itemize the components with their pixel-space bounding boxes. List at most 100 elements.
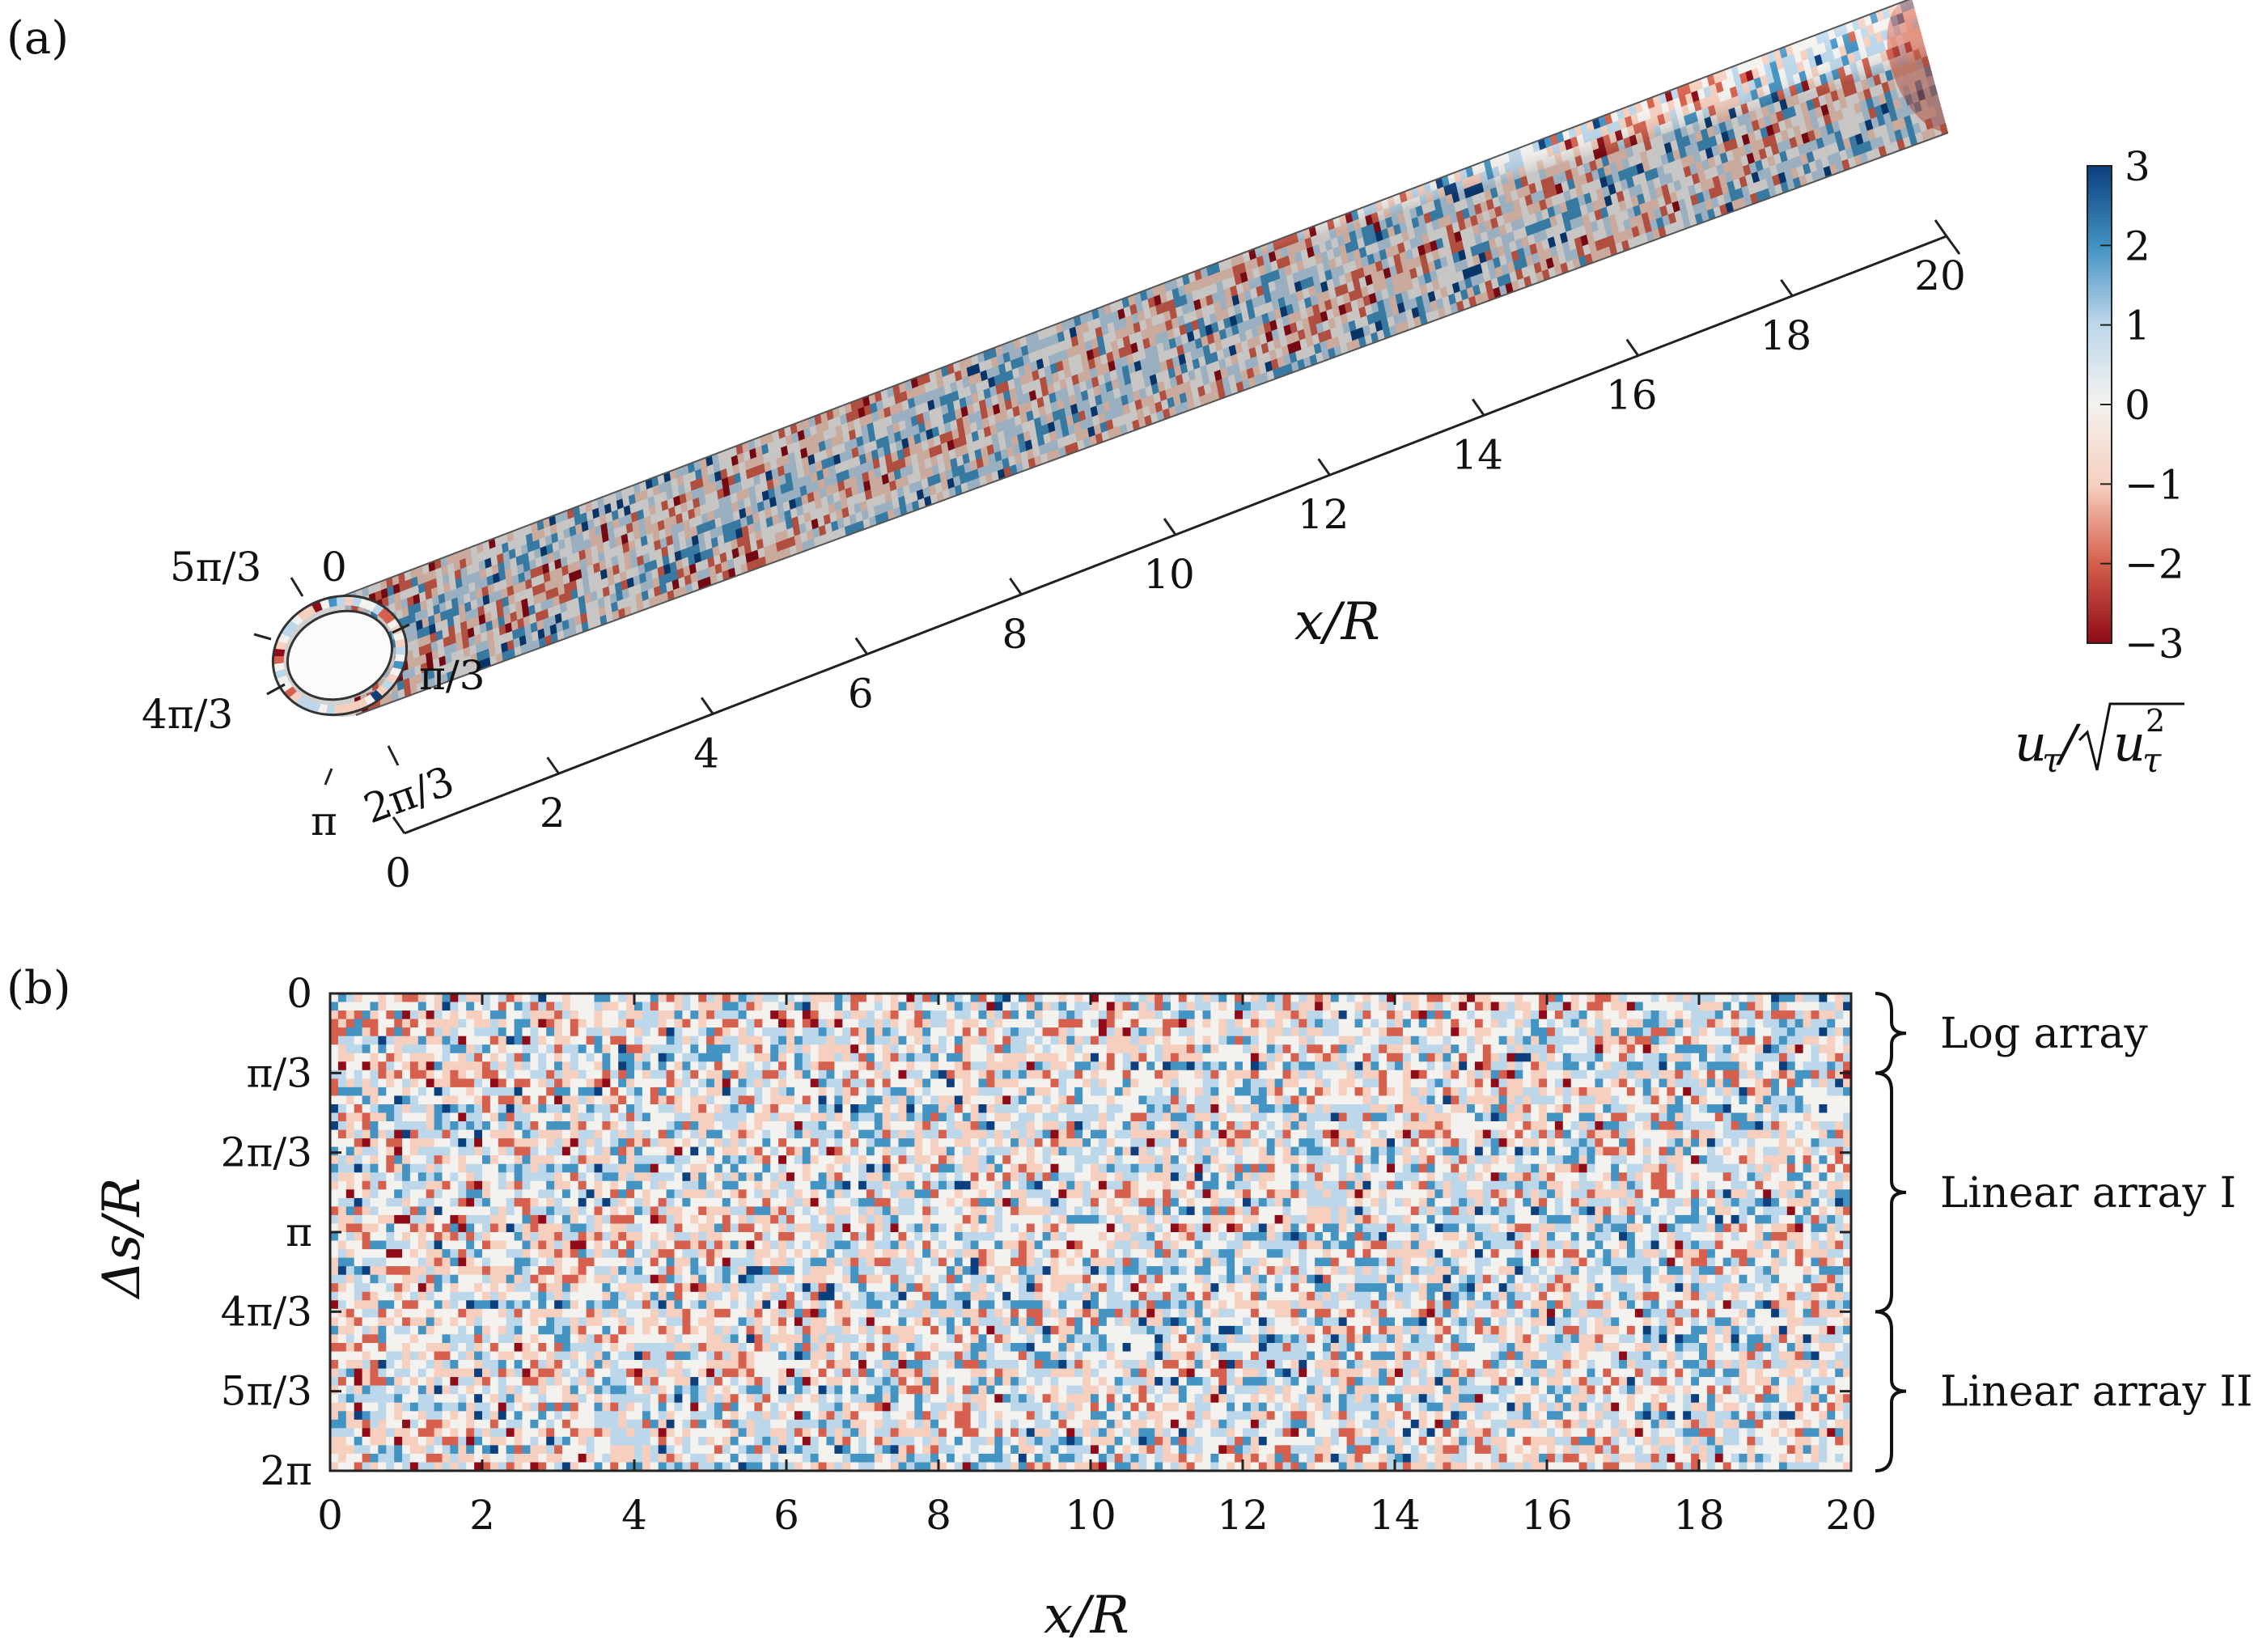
heatmap-cell [578,1019,587,1028]
heatmap-cell [1706,1036,1716,1045]
heatmap-cell [1763,1010,1772,1020]
heatmap-cell [770,1002,779,1011]
heatmap-cell [1026,993,1036,1003]
heatmap-cell [1042,1002,1052,1011]
heatmap-cell [690,1036,699,1045]
heatmap-cell [746,1019,756,1028]
heatmap-cell [1474,1019,1484,1028]
heatmap-cell [1290,993,1300,1003]
azimuth-label-0: 0 [321,544,347,591]
heatmap-cell [570,1010,579,1020]
heatmap-cell [458,1044,467,1054]
heatmap-cell [1490,1002,1500,1011]
heatmap-cell [1083,1036,1091,1045]
heatmap-cell [1714,1036,1724,1045]
heatmap-cell [1763,1027,1772,1037]
panel-a-x-tick-label: 16 [1606,372,1658,419]
heatmap-cell [970,1019,980,1028]
heatmap-cell [546,1019,555,1028]
heatmap-cell [1410,1019,1420,1028]
heatmap-cell [506,1002,515,1011]
heatmap-cell [514,1002,523,1011]
heatmap-cell [482,1010,491,1020]
heatmap-cell [498,1027,507,1037]
heatmap-cell [962,1010,972,1020]
heatmap-cell [1218,1010,1227,1020]
heatmap-cell [634,1010,643,1020]
azimuth-label-4pi-3: 4π/3 [142,691,233,738]
heatmap-cell [1307,1010,1316,1020]
heatmap-cell [674,1002,684,1011]
heatmap-cell [1634,1002,1644,1011]
heatmap-cell [546,993,555,1003]
heatmap-cell [1434,1019,1444,1028]
heatmap-cell [1667,1010,1676,1020]
heatmap-cell [922,993,931,1003]
heatmap-cell [530,1010,540,1020]
heatmap-cell [866,1044,875,1054]
heatmap-cell [1235,993,1244,1003]
heatmap-cell [1619,1036,1628,1045]
heatmap-cell [1258,1002,1268,1011]
heatmap-cell [1811,1019,1820,1028]
heatmap-cell [1202,1027,1212,1037]
heatmap-cell [1243,1019,1252,1028]
heatmap-cell [1379,1036,1388,1045]
heatmap-cell [1570,993,1580,1003]
heatmap-cell [362,1019,371,1028]
heatmap-cell [394,1019,403,1028]
heatmap-cell [730,1010,739,1020]
heatmap-cell [970,1036,980,1045]
heatmap-cell [1786,1027,1796,1037]
heatmap-cell [489,993,499,1003]
heatmap-cell [786,1019,795,1028]
heatmap-cell [818,1036,828,1045]
heatmap-cell [810,993,820,1003]
heatmap-cell [450,1002,460,1011]
heatmap-cell [1459,1010,1468,1020]
heatmap-cell [1091,1002,1099,1011]
heatmap-cell [810,1010,820,1020]
heatmap-cell [954,1044,964,1054]
heatmap-cell [482,1044,491,1054]
heatmap-cell [1258,993,1268,1003]
heatmap-cell [1282,1019,1292,1028]
heatmap-cell [890,1010,900,1020]
heatmap-cell [345,1019,355,1028]
heatmap-cell [746,1044,756,1054]
heatmap-cell [1827,1002,1836,1011]
heatmap-cell [650,1036,659,1045]
heatmap-cell [914,1010,923,1020]
heatmap-cell [1667,993,1676,1003]
heatmap-cell [1194,1002,1204,1011]
heatmap-cell [1307,993,1316,1003]
heatmap-cell [890,1027,900,1037]
heatmap-cell [1482,1010,1492,1020]
heatmap-cell [1835,1010,1844,1020]
heatmap-cell [474,1010,483,1020]
heatmap-cell [706,1044,715,1054]
heatmap-cell [1683,1002,1692,1011]
heatmap-cell [618,1044,627,1054]
heatmap-cell [954,1027,964,1037]
heatmap-cell [1130,1036,1140,1045]
heatmap-cell [378,1010,388,1020]
heatmap-cell [1074,1002,1083,1011]
heatmap-cell [970,1010,980,1020]
heatmap-cell [1050,1010,1060,1020]
heatmap-cell [850,1019,859,1028]
heatmap-cell [337,1044,347,1054]
heatmap-cell [1354,1019,1364,1028]
heatmap-cell [1050,1002,1060,1011]
heatmap-cell [970,1027,980,1037]
heatmap-cell [1451,1036,1460,1045]
heatmap-cell [1066,1010,1075,1020]
heatmap-cell [634,993,643,1003]
heatmap-cell [1338,1027,1348,1037]
heatmap-cell [1691,1019,1700,1028]
heatmap-cell [337,1036,347,1045]
heatmap-cell [1227,1019,1235,1028]
heatmap-cell [658,1010,667,1020]
heatmap-cell [874,1044,883,1054]
heatmap-cell [1322,993,1332,1003]
